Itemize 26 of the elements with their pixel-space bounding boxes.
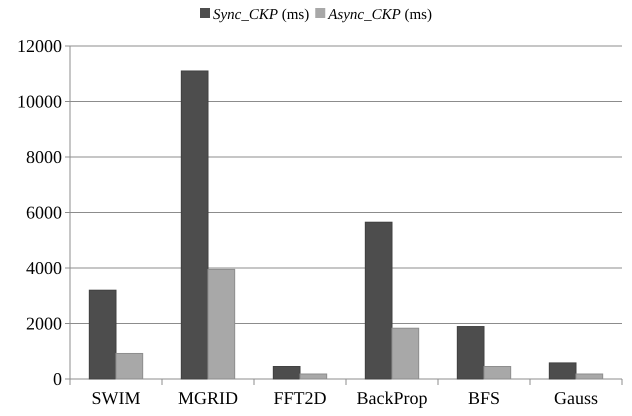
x-tick-label: SWIM	[92, 388, 140, 408]
bar	[88, 290, 116, 380]
legend-label: Sync_CKP (ms)	[213, 7, 310, 23]
x-tick-label: BFS	[468, 388, 500, 408]
y-tick-label: 12000	[17, 36, 62, 56]
y-tick-label: 4000	[26, 258, 62, 278]
x-tick-label: Gauss	[554, 388, 598, 408]
bar	[548, 362, 576, 380]
legend-label: Async_CKP (ms)	[327, 7, 432, 23]
y-tick-label: 6000	[26, 202, 62, 222]
bar	[180, 70, 208, 380]
bar	[576, 374, 604, 380]
bar	[392, 328, 420, 380]
y-tick-label: 0	[53, 368, 62, 389]
bar	[272, 366, 300, 380]
x-tick-label: BackProp	[356, 388, 428, 408]
bar	[116, 352, 144, 380]
bar	[364, 222, 392, 380]
y-tick-label: 10000	[17, 91, 62, 112]
x-tick-label: MGRID	[178, 388, 238, 408]
x-tick-label: FFT2D	[273, 388, 327, 408]
y-tick-label: 2000	[26, 313, 62, 334]
bar	[456, 326, 484, 380]
bar	[484, 366, 512, 380]
y-tick-label: 8000	[26, 146, 62, 167]
bar	[300, 374, 328, 380]
